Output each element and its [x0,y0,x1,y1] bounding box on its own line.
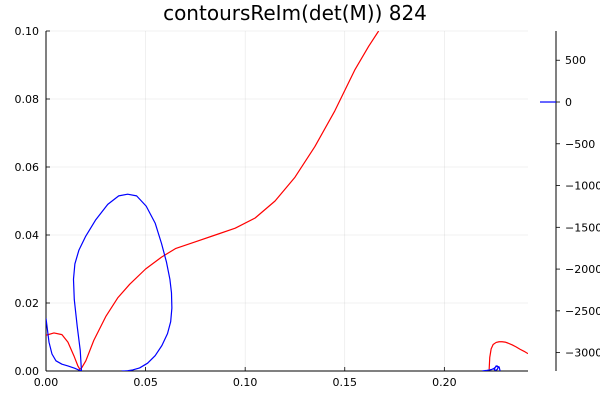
series-line-imag-3 [72,193,173,371]
y-tick-label: 0.08 [15,93,40,106]
colorbar-tick-label: −2000 [565,263,600,276]
colorbar-tick-label: −3000 [565,347,600,360]
colorbar-tick-label: −500 [565,138,595,151]
x-tick-label: 0.10 [233,376,258,389]
x-tick-label: 0.15 [333,376,358,389]
y-tick-label: 0.02 [15,297,40,310]
series-line-real-1 [488,341,528,370]
series-line-imag-2 [46,318,82,371]
series-layer [46,31,528,371]
x-tick-label: 0.05 [133,376,158,389]
x-tick-label: 0.20 [432,376,457,389]
y-tick-label: 0.10 [15,25,40,38]
axes: 0.00 0.05 0.10 0.15 0.20 0.00 0.02 0.04 0.06 0.08… [15,25,528,389]
colorbar: 500 −500 −1000 −1500 −2000 −2500 −3000 0 [540,31,600,371]
series-line-real-0 [46,31,380,370]
colorbar-tick-label: −1000 [565,180,600,193]
series-line-imag-4 [482,365,501,371]
y-tick-label: 0.06 [15,161,40,174]
colorbar-tick-label: 500 [565,54,586,67]
y-tick-label: 0.04 [15,229,40,242]
colorbar-tick-label: −1500 [565,221,600,234]
colorbar-tick-label: −2500 [565,305,600,318]
legend-label: 0 [565,96,572,109]
y-tick-label: 0.00 [15,365,40,378]
x-tick-label: 0.00 [34,376,59,389]
chart-title: contoursReIm(det(M)) 824 [163,1,427,25]
